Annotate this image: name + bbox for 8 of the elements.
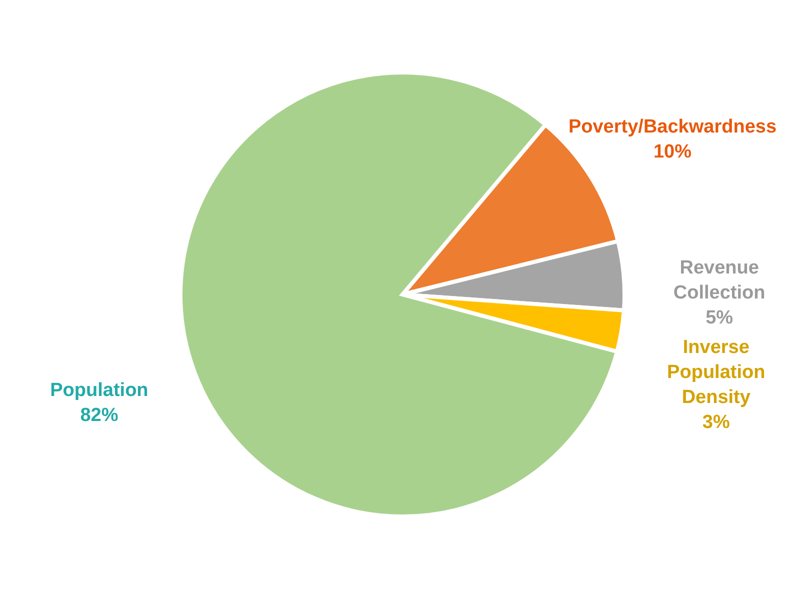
slice-label: Poverty/Backwardness [568, 116, 777, 138]
slice-label: Population [50, 380, 148, 402]
data-label: 82% [80, 405, 118, 426]
data-label: 10% [653, 141, 692, 162]
slice-label: Revenue Collection [673, 257, 766, 304]
slice-label: Inverse Population Density [667, 337, 766, 408]
data-label: 5% [706, 307, 734, 328]
data-label: 3% [702, 412, 730, 434]
